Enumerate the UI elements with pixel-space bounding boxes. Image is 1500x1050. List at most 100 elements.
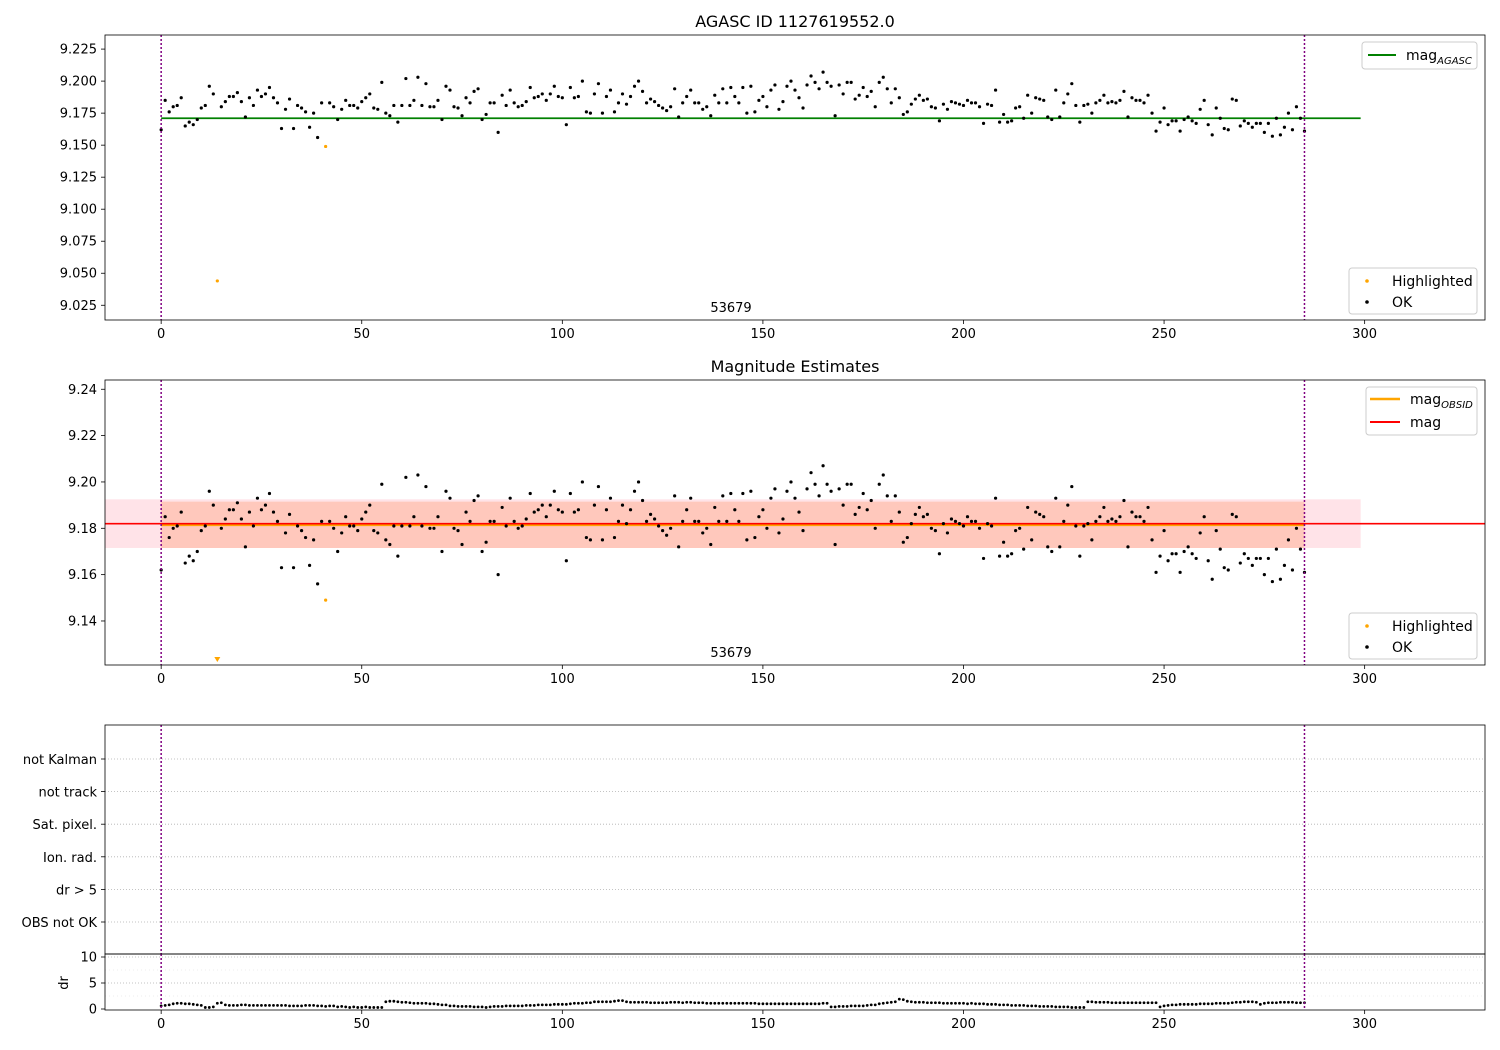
p2-ok-point-208 bbox=[1002, 540, 1006, 544]
p4-dr-point-263 bbox=[1214, 1001, 1218, 1005]
p1-ok-point-226 bbox=[1074, 103, 1078, 108]
legend2-ok-marker bbox=[1365, 645, 1369, 649]
p2-ok-point-137 bbox=[717, 519, 721, 523]
p1-ok-point-196 bbox=[953, 101, 958, 105]
p2-ok-point-28 bbox=[275, 519, 280, 523]
p2-ok-point-186 bbox=[913, 512, 917, 516]
p4-dr-point-70 bbox=[440, 1003, 444, 1007]
p4-dr-point-242 bbox=[1130, 1001, 1134, 1005]
p4-dr-point-217 bbox=[1030, 1004, 1034, 1008]
p4-dr-point-143 bbox=[733, 1001, 737, 1005]
legend-obsid-label: mag bbox=[1410, 392, 1441, 408]
p1-ok-point-197 bbox=[957, 102, 962, 106]
p1-ok-point-200 bbox=[969, 101, 974, 105]
p1-ok-point-268 bbox=[1242, 119, 1246, 123]
p2-ok-point-3 bbox=[171, 526, 175, 530]
p2-ok-point-37 bbox=[312, 538, 316, 542]
p2-ok-point-272 bbox=[1258, 556, 1262, 561]
p1-ok-point-247 bbox=[1158, 120, 1162, 124]
p4-dr-point-145 bbox=[741, 1001, 745, 1005]
p1-ok-point-232 bbox=[1098, 98, 1102, 102]
p2-ok-point-136 bbox=[713, 505, 717, 510]
p4-dr-point-84 bbox=[496, 1005, 500, 1008]
p2-ok-point-187 bbox=[917, 505, 921, 510]
p1-ok-point-136 bbox=[713, 93, 717, 97]
p2-ok-point-42 bbox=[336, 549, 340, 554]
p4-dr-point-10 bbox=[199, 1003, 203, 1007]
p4-dr-point-22 bbox=[248, 1003, 251, 1007]
p1-ytick-label-8: 9.225 bbox=[60, 43, 97, 58]
p2-ok-point-16 bbox=[227, 508, 231, 512]
p1-ok-point-86 bbox=[512, 101, 516, 105]
p1-ok-point-274 bbox=[1266, 121, 1270, 125]
p4-dr-point-168 bbox=[833, 1005, 837, 1009]
p2-ytick-label-2: 9.18 bbox=[68, 522, 97, 537]
p2-ok-point-5 bbox=[179, 510, 183, 514]
p4-dr-point-75 bbox=[460, 1005, 464, 1008]
p1-ok-point-214 bbox=[1026, 93, 1030, 97]
p2-ok-point-189 bbox=[925, 512, 929, 516]
p1-ok-point-19 bbox=[239, 100, 243, 104]
p1-ok-point-49 bbox=[364, 96, 368, 100]
p2-ok-point-77 bbox=[476, 494, 480, 498]
p1-ok-point-124 bbox=[665, 108, 669, 113]
p1-ok-point-88 bbox=[520, 103, 524, 108]
p2-ok-point-149 bbox=[765, 526, 769, 530]
p2-ok-point-246 bbox=[1154, 570, 1158, 574]
p4-dr-point-4 bbox=[175, 1001, 179, 1005]
p4-dr-point-40 bbox=[320, 1004, 324, 1008]
p2-ok-point-140 bbox=[729, 491, 733, 496]
p2-ok-point-126 bbox=[673, 494, 677, 498]
p1-ok-point-24 bbox=[259, 94, 264, 99]
p4-dr-point-173 bbox=[853, 1004, 857, 1008]
p1-ok-point-140 bbox=[729, 85, 733, 90]
p1-ok-point-205 bbox=[989, 103, 994, 108]
p2-ok-point-173 bbox=[861, 491, 865, 496]
p2-ok-point-29 bbox=[279, 566, 284, 570]
p4-dr-point-116 bbox=[625, 1000, 628, 1004]
p4-dr-point-144 bbox=[737, 1001, 741, 1005]
p2-ok-point-249 bbox=[1166, 559, 1170, 563]
p1-ytick-label-0: 9.025 bbox=[60, 299, 97, 314]
p2-ok-point-262 bbox=[1218, 547, 1222, 551]
p4-dr-point-213 bbox=[1014, 1003, 1018, 1007]
p4-dr-point-236 bbox=[1106, 1000, 1110, 1004]
p1-ok-point-74 bbox=[464, 96, 468, 100]
p4-dr-point-247 bbox=[1150, 1001, 1154, 1005]
p1-ok-point-15 bbox=[223, 100, 227, 104]
p4-dr-point-12 bbox=[207, 1006, 211, 1009]
p1-ok-point-190 bbox=[929, 105, 933, 109]
p4-dr-point-206 bbox=[986, 1002, 989, 1006]
p1-ok-point-77 bbox=[476, 87, 480, 91]
p2-ok-point-45 bbox=[348, 524, 352, 528]
p1-ok-point-33 bbox=[295, 103, 300, 108]
p1-ok-point-189 bbox=[925, 97, 929, 101]
p4-dr-point-249 bbox=[1158, 1005, 1162, 1009]
p2-ok-point-273 bbox=[1262, 573, 1266, 577]
p4-dr-point-279 bbox=[1279, 1000, 1282, 1004]
p1-ok-point-155 bbox=[789, 79, 793, 83]
p2-ok-point-145 bbox=[749, 489, 753, 493]
p4-dr-point-85 bbox=[500, 1005, 504, 1008]
p1-ok-point-156 bbox=[793, 88, 797, 92]
p2-ok-point-40 bbox=[328, 519, 332, 523]
p1-ok-point-105 bbox=[588, 111, 593, 115]
panel1-plot-area: 0 50 100 150 200 250 300 9.025 9.050 9.075 9.100 9.… bbox=[60, 34, 1486, 342]
p1-ok-point-93 bbox=[540, 92, 544, 96]
p1-ok-point-161 bbox=[813, 80, 817, 84]
p4-dr-point-37 bbox=[308, 1003, 311, 1007]
p2-ok-point-224 bbox=[1066, 503, 1070, 507]
p4-dr-point-92 bbox=[528, 1003, 532, 1007]
p2-ok-point-243 bbox=[1142, 519, 1146, 523]
p1-ok-point-165 bbox=[829, 84, 833, 88]
p2-ok-point-88 bbox=[520, 524, 524, 528]
p4-ytick-label-1: 5 bbox=[89, 977, 97, 992]
p1-ok-point-90 bbox=[528, 85, 532, 90]
p1-ok-point-199 bbox=[965, 98, 970, 102]
p1-ok-point-62 bbox=[416, 75, 420, 79]
legend-mag-label: mag bbox=[1410, 415, 1441, 431]
p4-dr-point-241 bbox=[1126, 1001, 1130, 1005]
p2-ok-point-30 bbox=[283, 531, 288, 535]
